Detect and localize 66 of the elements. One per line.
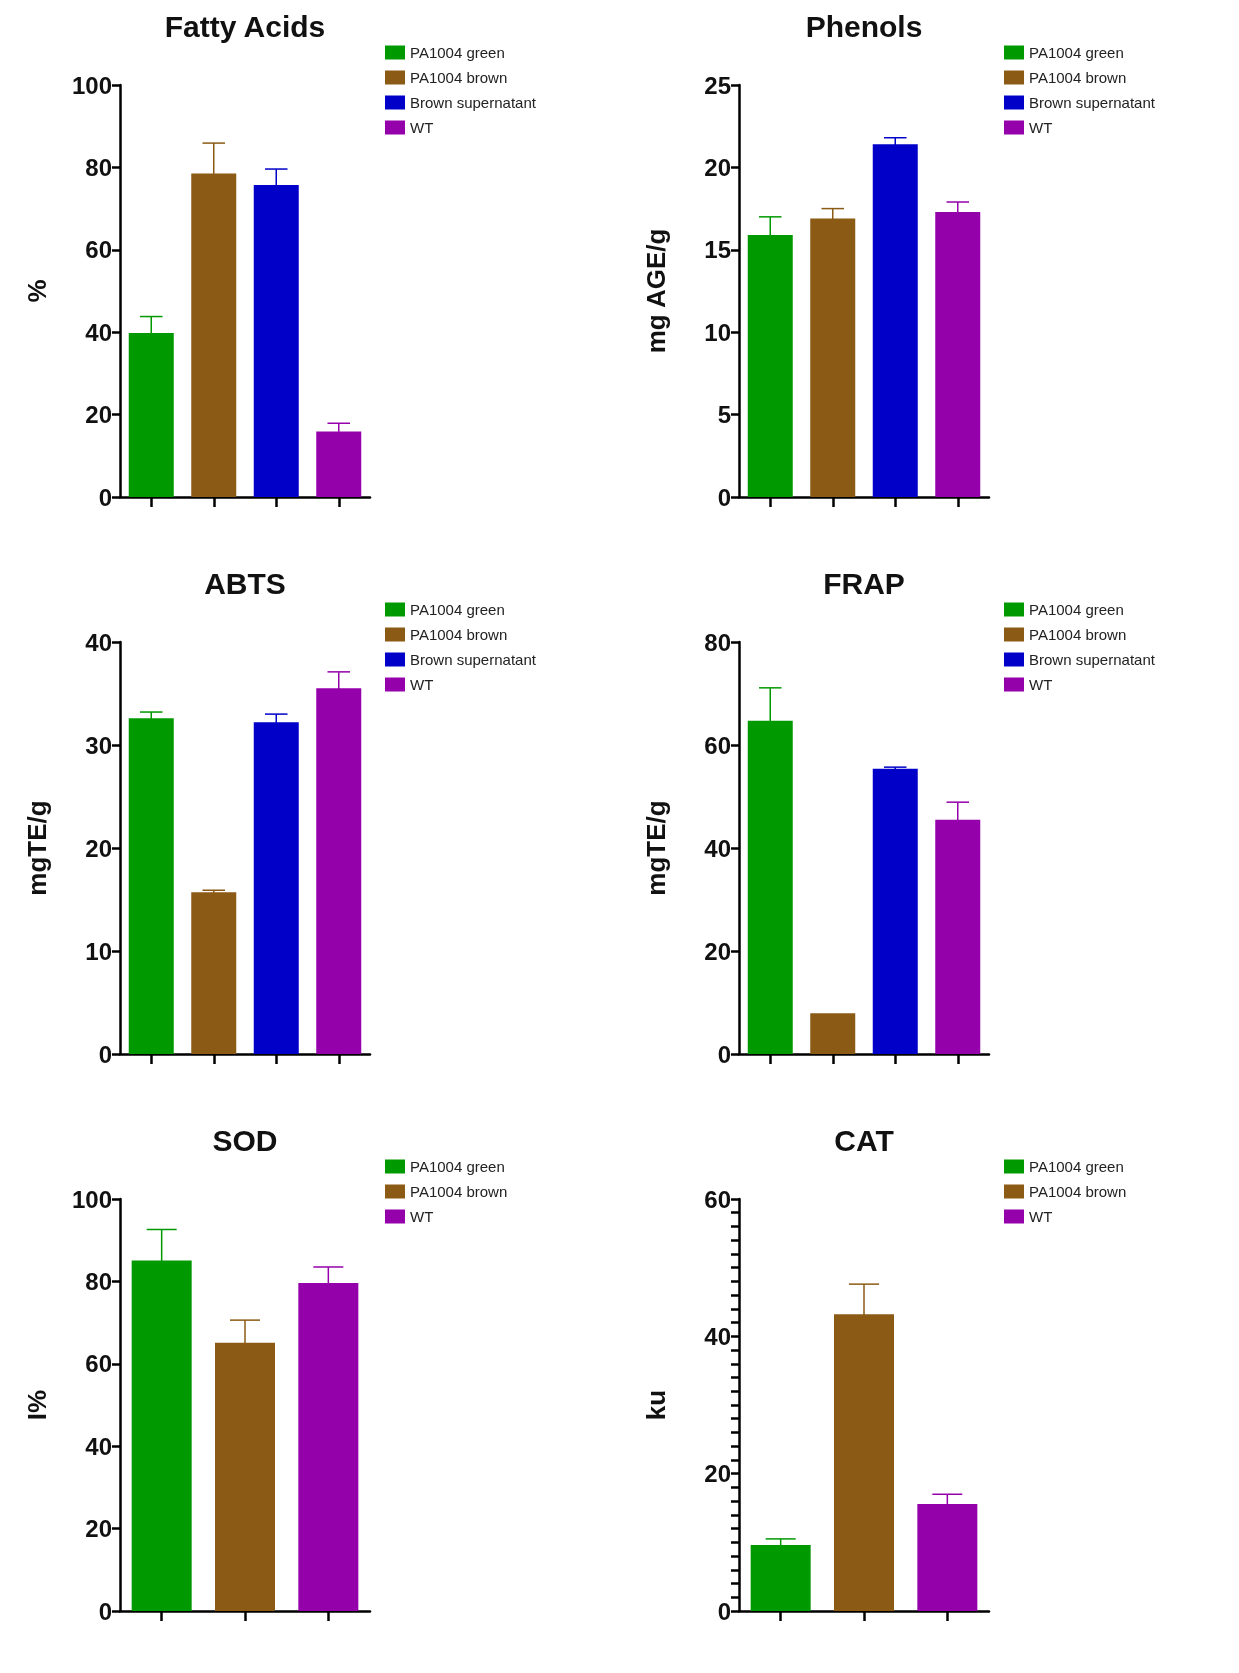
legend-label: PA1004 brown bbox=[410, 626, 508, 643]
legend-label: WT bbox=[410, 119, 434, 136]
y-tick-label: 10 bbox=[85, 937, 112, 965]
y-tick-label: 0 bbox=[98, 483, 112, 511]
y-tick-label: 20 bbox=[85, 834, 112, 862]
y-tick-label: 0 bbox=[717, 483, 731, 511]
y-tick-label: 0 bbox=[717, 1597, 731, 1625]
y-tick-label: 20 bbox=[704, 153, 731, 181]
y-tick-label: 25 bbox=[704, 71, 731, 99]
y-tick-label: 60 bbox=[704, 1185, 731, 1213]
y-axis-title: I% bbox=[22, 1389, 52, 1421]
y-tick-label: 40 bbox=[85, 628, 112, 656]
y-tick-label: 80 bbox=[85, 153, 112, 181]
y-tick-label: 80 bbox=[704, 628, 731, 656]
legend-label: Brown supernatant bbox=[410, 94, 537, 111]
y-tick-label: 40 bbox=[704, 834, 731, 862]
y-tick-label: 15 bbox=[704, 236, 731, 264]
y-tick-label: 0 bbox=[98, 1040, 112, 1068]
legend-label: Brown supernatant bbox=[1029, 651, 1156, 668]
y-tick-label: 10 bbox=[704, 318, 731, 346]
legend-label: PA1004 brown bbox=[1029, 1183, 1127, 1200]
chart-title: FRAP bbox=[823, 566, 905, 600]
legend-label: PA1004 green bbox=[410, 601, 505, 618]
y-tick-label: 0 bbox=[98, 1597, 112, 1625]
chart-title: Fatty Acids bbox=[164, 9, 326, 43]
legend-label: PA1004 brown bbox=[1029, 69, 1127, 86]
legend-label: WT bbox=[410, 676, 434, 693]
legend-label: PA1004 green bbox=[410, 44, 505, 61]
legend-label: PA1004 brown bbox=[410, 1183, 508, 1200]
y-axis-title: % bbox=[22, 279, 52, 303]
y-tick-label: 60 bbox=[704, 731, 731, 759]
legend-label: Brown supernatant bbox=[410, 651, 537, 668]
legend-label: PA1004 green bbox=[410, 1158, 505, 1175]
chart-title: ABTS bbox=[204, 566, 286, 600]
legend-label: PA1004 brown bbox=[1029, 626, 1127, 643]
chart-title: CAT bbox=[834, 1123, 894, 1157]
legend-label: PA1004 brown bbox=[410, 69, 508, 86]
y-tick-label: 20 bbox=[704, 1460, 731, 1488]
y-tick-label: 30 bbox=[85, 731, 112, 759]
legend-label: PA1004 green bbox=[1029, 44, 1124, 61]
legend-label: PA1004 green bbox=[1029, 601, 1124, 618]
legend-label: WT bbox=[410, 1208, 434, 1225]
y-tick-label: 40 bbox=[85, 1432, 112, 1460]
y-tick-label: 20 bbox=[85, 401, 112, 429]
y-tick-label: 100 bbox=[71, 1185, 112, 1213]
y-tick-label: 80 bbox=[85, 1267, 112, 1295]
y-axis-title: ku bbox=[641, 1389, 671, 1421]
y-axis-title: mgTE/g bbox=[22, 800, 52, 896]
chart-title: Phenols bbox=[805, 9, 923, 43]
y-tick-label: 60 bbox=[85, 1350, 112, 1378]
y-tick-label: 40 bbox=[704, 1322, 731, 1350]
legend-label: WT bbox=[1029, 119, 1053, 136]
legend-label: Brown supernatant bbox=[1029, 94, 1156, 111]
legend-label: WT bbox=[1029, 676, 1053, 693]
y-tick-label: 5 bbox=[717, 401, 731, 429]
chart-title: SOD bbox=[212, 1123, 278, 1157]
y-axis-title: mgTE/g bbox=[641, 800, 671, 896]
y-tick-label: 20 bbox=[704, 937, 731, 965]
y-tick-label: 60 bbox=[85, 236, 112, 264]
y-tick-label: 100 bbox=[71, 71, 112, 99]
y-tick-label: 20 bbox=[85, 1515, 112, 1543]
y-tick-label: 0 bbox=[717, 1040, 731, 1068]
y-tick-label: 40 bbox=[85, 318, 112, 346]
legend-label: PA1004 green bbox=[1029, 1158, 1124, 1175]
legend-label: WT bbox=[1029, 1208, 1053, 1225]
y-axis-title: mg AGE/g bbox=[641, 228, 671, 354]
